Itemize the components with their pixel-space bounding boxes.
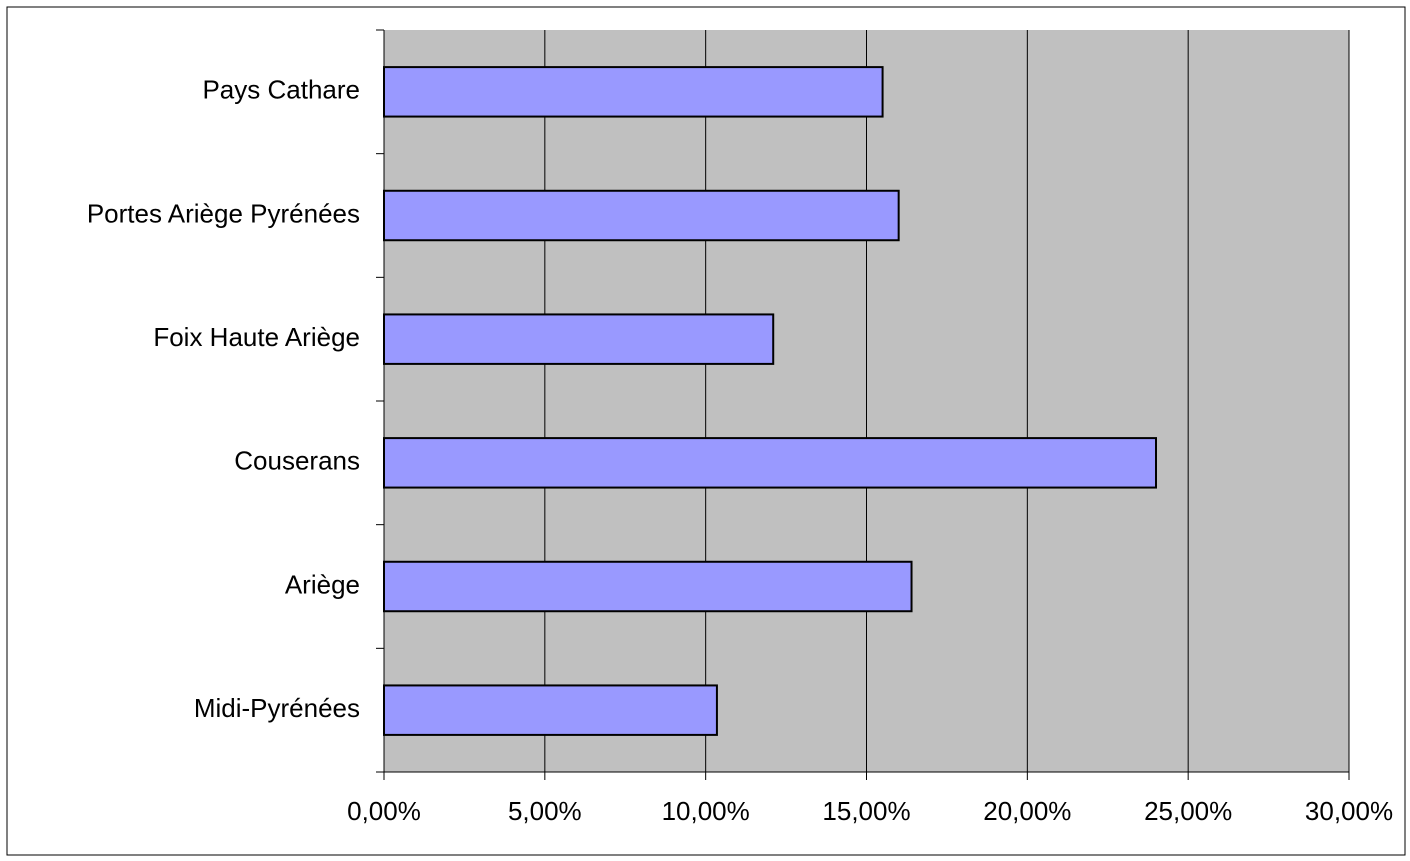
bar xyxy=(383,684,718,736)
bar xyxy=(383,189,900,242)
category-label: Portes Ariège Pyrénées xyxy=(87,198,360,228)
bar xyxy=(383,66,884,118)
gridlines xyxy=(544,30,1350,772)
labels: Pays Cathare Portes Ariège Pyrénées Foix H… xyxy=(87,75,1393,826)
x-tick-label: 10,00% xyxy=(662,796,750,826)
category-label: Foix Haute Ariège xyxy=(153,322,360,352)
axes xyxy=(376,29,1350,780)
x-tick-label: 15,00% xyxy=(822,796,910,826)
x-tick-label: 20,00% xyxy=(983,796,1071,826)
bar xyxy=(383,437,1157,489)
category-label: Couserans xyxy=(234,446,360,476)
x-tick-label: 5,00% xyxy=(508,796,582,826)
bar xyxy=(383,313,775,365)
x-tick-label: 30,00% xyxy=(1305,796,1393,826)
category-label: Midi-Pyrénées xyxy=(194,693,360,723)
category-label: Pays Cathare xyxy=(202,75,360,105)
category-label: Ariège xyxy=(285,569,360,599)
bars xyxy=(383,66,1157,736)
x-tick-label: 25,00% xyxy=(1144,796,1232,826)
bar xyxy=(383,560,913,613)
x-tick-label: 0,00% xyxy=(347,796,421,826)
